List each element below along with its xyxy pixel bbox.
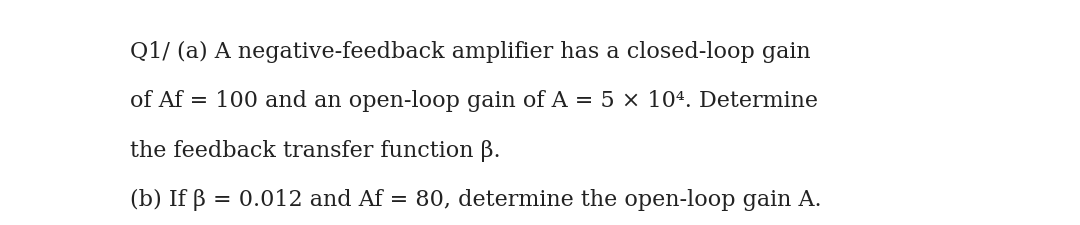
Text: Q1/ (a) A negative-feedback amplifier has a closed-loop gain: Q1/ (a) A negative-feedback amplifier ha… — [130, 40, 810, 63]
Text: of Af = 100 and an open-loop gain of A = 5 × 10⁴. Determine: of Af = 100 and an open-loop gain of A =… — [130, 90, 818, 112]
Text: the feedback transfer function β.: the feedback transfer function β. — [130, 140, 500, 162]
Text: (b) If β = 0.012 and Af = 80, determine the open-loop gain A.: (b) If β = 0.012 and Af = 80, determine … — [130, 189, 821, 211]
